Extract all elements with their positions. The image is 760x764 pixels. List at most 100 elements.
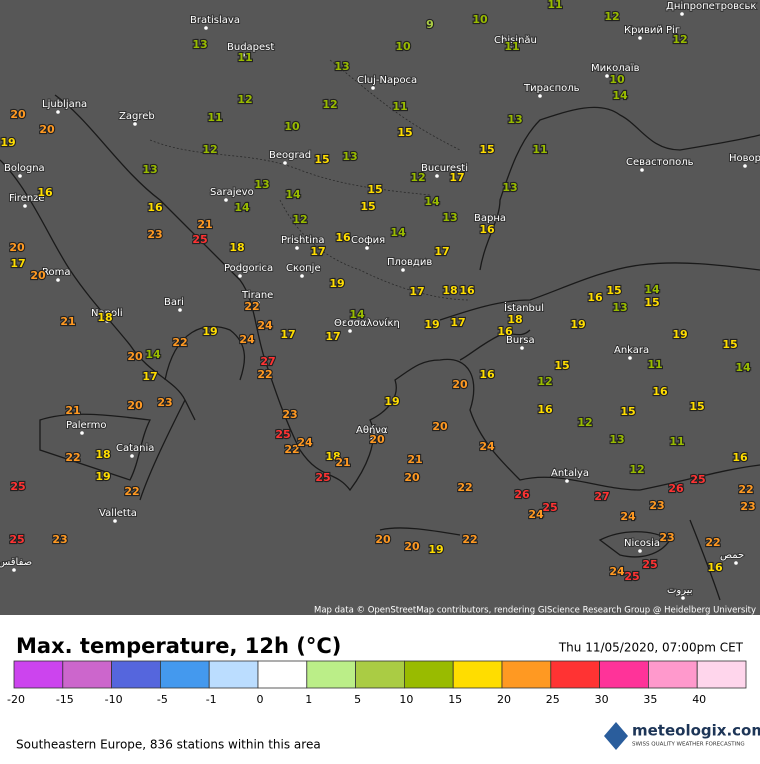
station-value: 10 <box>472 13 488 26</box>
station-value: 21 <box>65 404 80 417</box>
station-value: 15 <box>620 405 635 418</box>
station-value: 25 <box>275 428 290 441</box>
station-value: 12 <box>292 213 307 226</box>
station-value: 24 <box>620 510 636 523</box>
city-layer: Budapest Bratislava Ljubljana Zagreb Beograd… <box>0 0 760 600</box>
city-label: صفاقس <box>0 557 32 568</box>
station-value: 26 <box>668 482 684 495</box>
city-label: Napoli <box>91 308 123 319</box>
legend-tick-label: 40 <box>692 693 706 706</box>
date: Thu 11/05/2020, 07:00pm CET <box>558 641 744 655</box>
station-value: 10 <box>284 120 300 133</box>
station-value: 12 <box>577 416 592 429</box>
station-value: 14 <box>285 188 301 201</box>
station-value: 13 <box>142 163 157 176</box>
station-value: 17 <box>409 285 424 298</box>
station-value: 24 <box>479 440 495 453</box>
station-value: 19 <box>95 470 110 483</box>
city-dot <box>365 246 369 250</box>
legend-swatch <box>111 660 161 689</box>
city-label: Zagreb <box>119 111 155 122</box>
city-dot <box>238 274 242 278</box>
station-value: 13 <box>342 150 357 163</box>
station-value: 12 <box>604 10 619 23</box>
city-dot <box>224 198 228 202</box>
legend-swatch <box>696 660 747 689</box>
station-value: 15 <box>644 296 659 309</box>
city-label: Αθήνα <box>356 424 388 436</box>
city-dot <box>518 314 522 318</box>
station-value: 22 <box>462 533 477 546</box>
city-label: Новор <box>729 153 760 164</box>
station-value: 25 <box>542 501 557 514</box>
city-label: Варна <box>474 213 506 224</box>
station-value: 22 <box>244 300 259 313</box>
city-dot <box>178 308 182 312</box>
city-label: Bucureşti <box>421 163 468 174</box>
city-dot <box>204 26 208 30</box>
station-value: 21 <box>60 315 75 328</box>
city-label: Roma <box>42 267 71 278</box>
station-value: 16 <box>147 201 163 214</box>
city-label: Chişinău <box>494 35 537 46</box>
station-value: 15 <box>360 200 375 213</box>
station-value: 13 <box>609 433 624 446</box>
legend: -20 -15 -10 -5 -1 0 1 5 10 15 20 25 30 35 40 <box>7 660 747 706</box>
station-value: 15 <box>722 338 737 351</box>
legend-swatch <box>62 660 112 689</box>
station-value: 13 <box>612 301 627 314</box>
city-dot <box>538 94 542 98</box>
city-label: Bursa <box>506 335 535 346</box>
city-label: Кривий Ріг <box>624 24 680 36</box>
station-value: 11 <box>504 40 519 53</box>
city-dot <box>640 168 644 172</box>
station-value: 22 <box>705 536 720 549</box>
station-value: 12 <box>237 93 252 106</box>
station-value: 19 <box>384 395 399 408</box>
station-value: 23 <box>52 533 67 546</box>
city-dot <box>520 346 524 350</box>
station-value: 24 <box>239 333 255 346</box>
city-label: Prishtina <box>281 235 324 246</box>
station-value: 23 <box>282 408 297 421</box>
station-value: 14 <box>234 201 250 214</box>
station-value: 14 <box>145 348 161 361</box>
station-value: 18 <box>229 241 244 254</box>
city-label: Palermo <box>66 420 106 431</box>
station-value: 16 <box>479 368 495 381</box>
station-value: 20 <box>432 420 448 433</box>
legend-swatch <box>550 660 600 689</box>
legend-swatch <box>403 660 454 689</box>
legend-tick-label: 20 <box>497 693 511 706</box>
station-value: 9 <box>426 18 434 31</box>
city-dot <box>295 246 299 250</box>
city-label: Sarajevo <box>210 187 254 198</box>
city-dot <box>401 268 405 272</box>
station-value: 22 <box>284 443 299 456</box>
station-value: 19 <box>424 318 439 331</box>
station-value: 14 <box>349 308 365 321</box>
station-value: 10 <box>395 40 411 53</box>
station-value: 16 <box>37 186 53 199</box>
city-label: İstanbul <box>504 301 544 314</box>
city-dot <box>628 356 632 360</box>
legend-swatch <box>648 660 698 689</box>
coastlines <box>0 94 760 601</box>
station-value: 16 <box>479 223 495 236</box>
city-dot <box>680 12 684 16</box>
station-value: 12 <box>672 33 687 46</box>
station-value: 15 <box>367 183 382 196</box>
station-value: 20 <box>452 378 468 391</box>
station-value: 20 <box>9 241 25 254</box>
city-label: Budapest <box>227 42 274 53</box>
city-dot <box>638 549 642 553</box>
station-value: 18 <box>442 284 457 297</box>
station-value: 24 <box>297 436 313 449</box>
city-dot <box>638 36 642 40</box>
station-value: 15 <box>479 143 494 156</box>
city-label: Дніпропетровськ <box>666 0 756 12</box>
legend-tick-label: 30 <box>595 693 609 706</box>
legend-swatch <box>355 660 405 689</box>
city-label: Пловдив <box>387 257 432 268</box>
